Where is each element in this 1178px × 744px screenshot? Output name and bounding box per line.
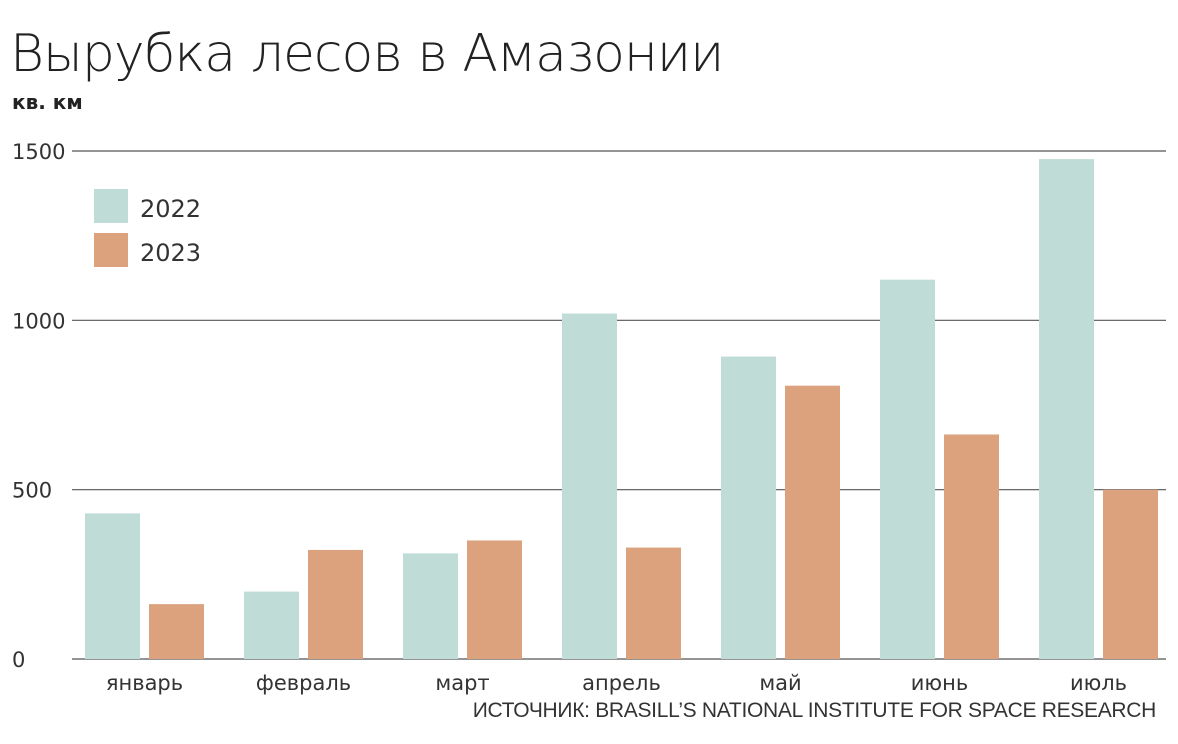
bar-2023-июнь	[944, 434, 999, 659]
bar-2023-апрель	[626, 547, 681, 659]
gridlines	[72, 150, 1166, 660]
bar-2022-май	[721, 356, 776, 659]
bar-2023-июль	[1103, 489, 1158, 659]
x-category-labels: январь февраль март апрель май июнь июль	[106, 671, 1127, 695]
x-category-label: февраль	[256, 671, 351, 695]
x-category-label: апрель	[582, 671, 661, 695]
bar-2023-февраль	[308, 549, 363, 659]
bar-2022-июнь	[880, 279, 935, 659]
bar-2022-март	[403, 553, 458, 659]
bar-2023-январь	[149, 604, 204, 659]
legend: 2022 2023	[94, 189, 201, 267]
x-category-label: июнь	[911, 671, 968, 695]
y-tick-label: 1500	[12, 140, 65, 164]
bar-2023-март	[467, 540, 522, 659]
bar-2022-апрель	[562, 313, 617, 659]
chart-title: Вырубка лесов в Амазонии	[10, 24, 724, 84]
bar-2022-февраль	[244, 591, 299, 659]
bar-2022-январь	[85, 513, 140, 659]
legend-label-2023: 2023	[140, 239, 201, 267]
legend-label-2022: 2022	[140, 195, 201, 223]
bar-2022-июль	[1039, 159, 1094, 660]
x-category-label: март	[435, 671, 489, 695]
y-tick-label: 1000	[12, 309, 65, 333]
legend-swatch-2023	[94, 233, 128, 267]
x-category-label: январь	[106, 671, 183, 695]
unit-label: кв. км	[12, 90, 83, 114]
bars	[85, 159, 1158, 660]
y-tick-labels: 0 500 1000 1500	[12, 140, 65, 672]
bar-2023-май	[785, 385, 840, 659]
source-note: ИСТОЧНИК: BRASILL’S NATIONAL INSTITUTE F…	[472, 699, 1157, 722]
x-category-label: май	[759, 671, 801, 695]
y-tick-label: 500	[12, 479, 52, 503]
legend-swatch-2022	[94, 189, 128, 223]
x-category-label: июль	[1070, 671, 1127, 695]
y-tick-label: 0	[12, 648, 25, 672]
